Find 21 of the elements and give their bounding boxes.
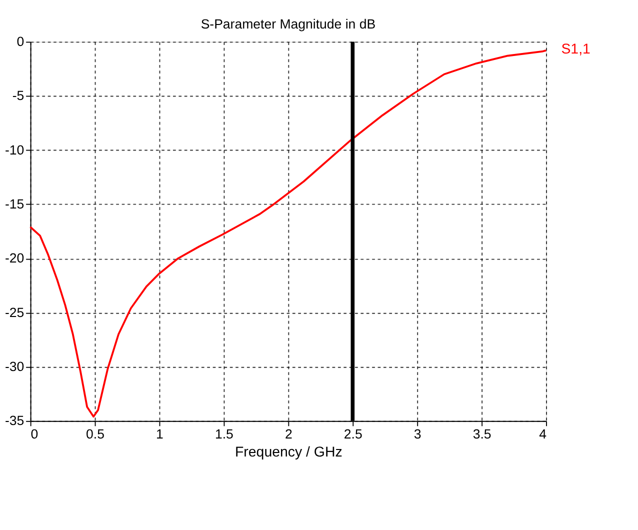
y-tick-label: -5: [12, 88, 24, 104]
y-tick-label: -20: [4, 250, 24, 266]
y-tick-label: 0: [16, 34, 24, 50]
x-axis-title: Frequency / GHz: [234, 444, 342, 460]
y-tick-label: -10: [4, 142, 24, 158]
x-tick-label: 2.5: [344, 426, 362, 442]
y-tick-label: -30: [4, 359, 24, 374]
x-tick-label: 4: [539, 426, 547, 442]
x-tick-label: 3: [414, 426, 422, 442]
x-tick-label: 0: [30, 426, 38, 442]
x-tick-label: 1: [156, 426, 164, 442]
y-tick-label: -35: [4, 413, 24, 428]
chart-title: S-Parameter Magnitude in dB: [200, 16, 376, 32]
y-tick-label: -25: [4, 304, 24, 320]
y-tick-label: -15: [4, 196, 24, 212]
x-tick-label: 1.5: [214, 426, 234, 442]
x-tick-label: 3.5: [472, 426, 492, 442]
line-series: [29, 49, 547, 418]
series-label: S1,1: [561, 41, 591, 58]
x-tick-label: 0.5: [86, 426, 104, 442]
x-tick-label: 2: [284, 426, 292, 442]
